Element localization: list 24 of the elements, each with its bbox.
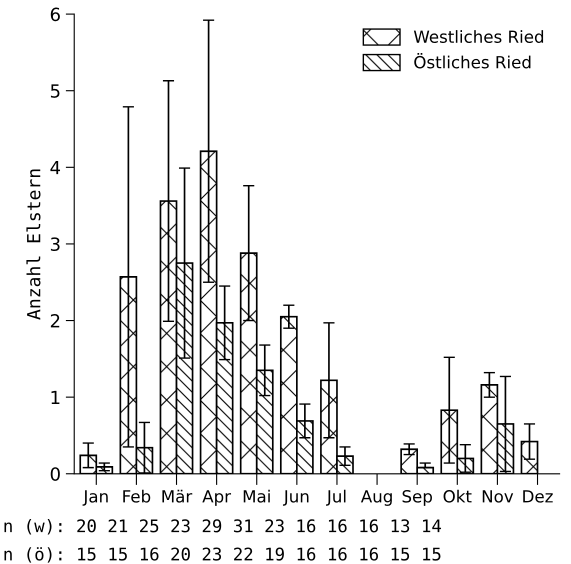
- x-tick-label: Jan: [82, 490, 108, 506]
- x-tick-label: Feb: [123, 490, 150, 503]
- y-tick-label: 6: [50, 8, 60, 22]
- x-tick-label: Nov: [482, 490, 514, 503]
- x-tick-label: Mai: [244, 490, 270, 503]
- y-tick-label: 3: [50, 237, 60, 252]
- y-tick-label: 0: [50, 467, 60, 481]
- x-tick-label: Okt: [444, 490, 472, 503]
- x-tick-label: Sep: [402, 490, 432, 506]
- y-tick-label: 1: [52, 390, 60, 404]
- y-tick-label: 2: [50, 314, 60, 328]
- legend-label: Östliches Ried: [414, 53, 530, 68]
- legend-label: Westliches Ried: [414, 30, 544, 44]
- text: n (ö): 15 15 16 20 23 22 19 16 16 16 15 15: [4, 547, 440, 563]
- x-tick-label: Dez: [523, 490, 553, 503]
- y-axis-title: Anzahl Elstern: [26, 169, 40, 320]
- x-tick-label: Jun: [282, 490, 308, 506]
- y-tick-label: 5: [50, 84, 60, 98]
- x-tick-label: Aug: [360, 490, 392, 506]
- x-tick-label: Mär: [162, 490, 192, 503]
- y-tick-label: 4: [50, 161, 60, 174]
- text: n (w): 20 21 25 23 29 31 23 16 16 16 13 14: [4, 519, 442, 534]
- x-tick-label: Apr: [202, 490, 232, 506]
- x-tick-label: Jul: [326, 490, 346, 506]
